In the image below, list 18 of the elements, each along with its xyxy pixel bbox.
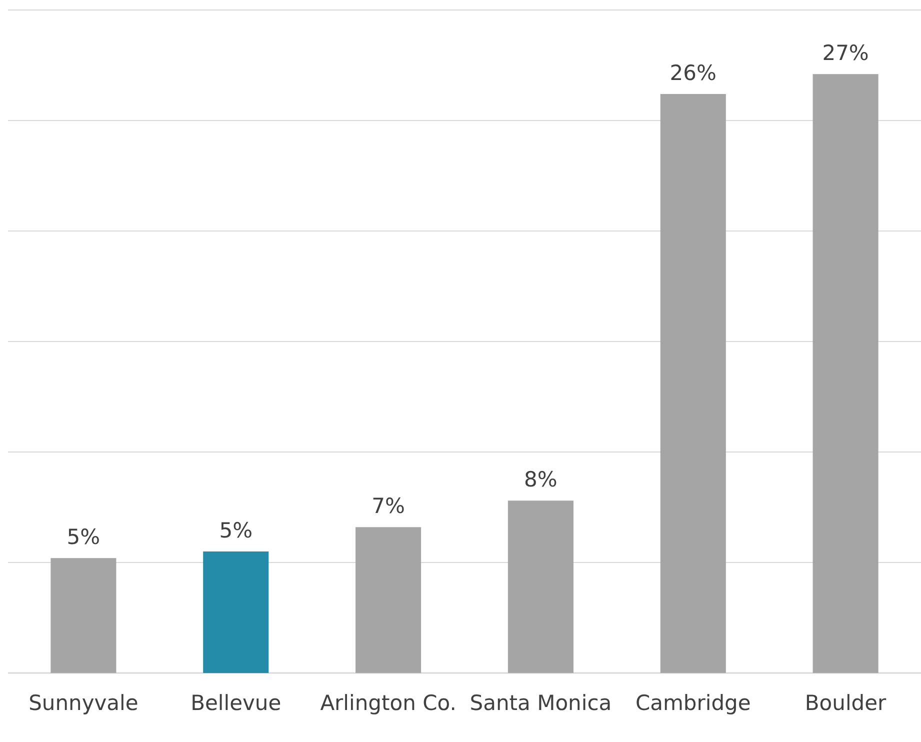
data-label: 8% <box>524 468 558 492</box>
bar <box>508 500 574 673</box>
data-label: 5% <box>219 518 253 542</box>
bar <box>812 74 878 673</box>
bar <box>356 527 422 673</box>
x-tick-label: Boulder <box>804 691 887 715</box>
data-label: 26% <box>670 60 716 85</box>
data-label: 27% <box>822 41 869 66</box>
x-tick-label: Bellevue <box>190 691 282 715</box>
x-tick-label: Santa Monica <box>470 691 612 715</box>
data-label: 5% <box>66 525 100 550</box>
bar <box>660 94 726 673</box>
bar <box>203 551 269 673</box>
x-tick-label: Sunnyvale <box>28 691 138 715</box>
x-tick-label: Cambridge <box>635 691 751 715</box>
x-tick-label: Arlington Co. <box>320 691 456 715</box>
data-label: 7% <box>372 494 405 518</box>
bar <box>50 558 116 673</box>
